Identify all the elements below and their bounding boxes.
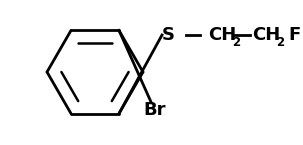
- Text: CH: CH: [208, 26, 236, 44]
- Text: 2: 2: [232, 37, 240, 49]
- Text: 2: 2: [276, 37, 284, 49]
- Text: CH: CH: [252, 26, 280, 44]
- Text: S: S: [161, 26, 175, 44]
- Text: F: F: [288, 26, 300, 44]
- Text: Br: Br: [144, 101, 166, 119]
